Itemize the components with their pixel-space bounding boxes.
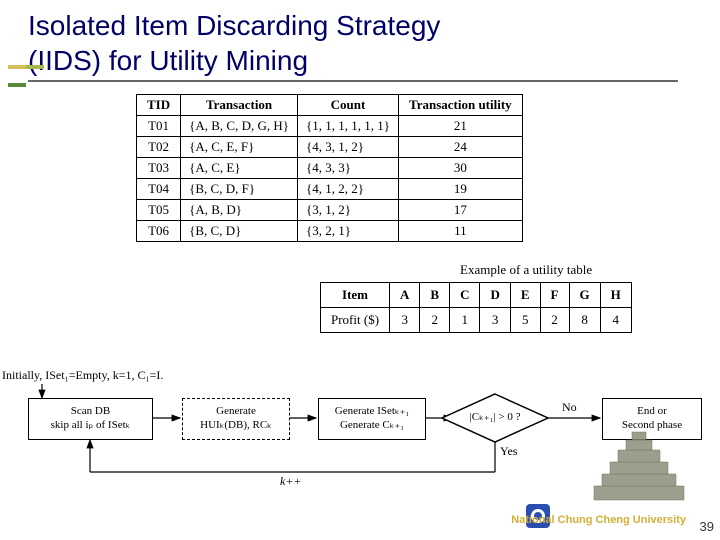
utility-table: Item A B C D E F G H Profit ($) 3 2 1 3 … xyxy=(320,282,632,333)
table-row: T01{A, B, C, D, G, H}{1, 1, 1, 1, 1, 1}2… xyxy=(137,116,523,137)
title-underline xyxy=(28,80,678,82)
temple-icon xyxy=(574,426,694,516)
table-row: TID Transaction Count Transaction utilit… xyxy=(137,95,523,116)
loop-label: k++ xyxy=(280,474,302,489)
flow-box-generate-iset: Generate ISetₖ₊₁ Generate Cₖ₊₁ xyxy=(318,398,426,440)
page-number: 39 xyxy=(700,519,714,534)
table-row: T03{A, C, E}{4, 3, 3}30 xyxy=(137,158,523,179)
flow-box-generate-hui: Generate HUIₖ(DB), RCₖ xyxy=(182,398,290,440)
table-row: T05{A, B, D}{3, 1, 2}17 xyxy=(137,200,523,221)
yes-label: Yes xyxy=(500,444,517,459)
col-utility: Transaction utility xyxy=(398,95,522,116)
col-tid: TID xyxy=(137,95,181,116)
transaction-table: TID Transaction Count Transaction utilit… xyxy=(136,94,523,242)
table-row: T06{B, C, D}{3, 2, 1}11 xyxy=(137,221,523,242)
university-label: National Chung Cheng University xyxy=(511,514,686,526)
no-label: No xyxy=(562,400,577,415)
col-count: Count xyxy=(298,95,399,116)
table-row: T04{B, C, D, F}{4, 1, 2, 2}19 xyxy=(137,179,523,200)
table-row: Item A B C D E F G H xyxy=(321,283,632,308)
slide-title: Isolated Item Discarding Strategy (IIDS)… xyxy=(28,8,700,78)
table-row: T02{A, C, E, F}{4, 3, 1, 2}24 xyxy=(137,137,523,158)
utility-caption: Example of a utility table xyxy=(460,262,592,278)
table-row: Profit ($) 3 2 1 3 5 2 8 4 xyxy=(321,308,632,333)
diamond-label: |Cₖ₊₁| > 0 ? xyxy=(458,410,532,423)
title-line1: Isolated Item Discarding Strategy xyxy=(28,10,440,41)
title-bullet xyxy=(8,56,60,78)
col-transaction: Transaction xyxy=(181,95,298,116)
flow-box-scan: Scan DB skip all iₚ of ISetₖ xyxy=(28,398,153,440)
title-line2: (IIDS) for Utility Mining xyxy=(28,45,308,76)
